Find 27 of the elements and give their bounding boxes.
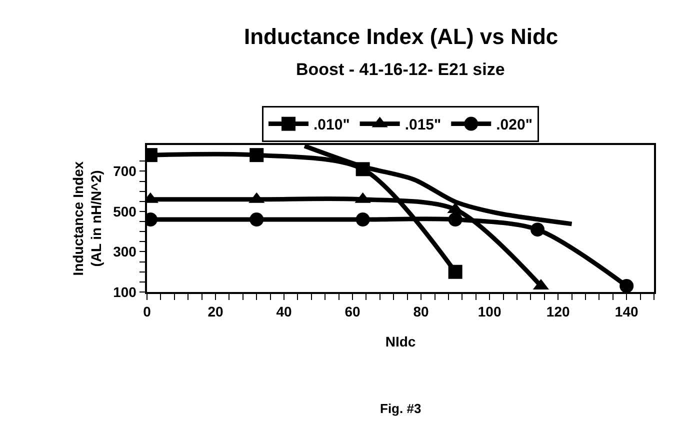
point xyxy=(250,212,264,227)
point xyxy=(250,148,264,162)
legend-label: .020" xyxy=(496,116,532,134)
legend-label: .015" xyxy=(404,116,442,134)
y-tick-label: 100 xyxy=(113,284,137,300)
x-tick-label: 20 xyxy=(208,304,224,320)
y-tick-label: 300 xyxy=(113,244,137,260)
x-tick-label: 140 xyxy=(614,304,638,320)
x-tick-label: 80 xyxy=(413,304,430,320)
point xyxy=(448,212,462,227)
x-tick-label: 120 xyxy=(546,304,570,320)
point xyxy=(356,212,370,227)
chart-title: Inductance Index (AL) vs Nidc xyxy=(244,24,558,49)
y-tick-label: 500 xyxy=(113,203,137,220)
chart-subtitle: Boost - 41-16-12- E21 size xyxy=(296,60,505,79)
x-tick-label: 100 xyxy=(478,304,502,320)
y-axis-title: Inductance Index (AL in nH/N^2) xyxy=(70,161,104,276)
x-tick-label: 60 xyxy=(344,304,361,320)
x-tick-label: 40 xyxy=(276,304,292,320)
point xyxy=(530,222,545,237)
point xyxy=(620,278,634,292)
y-tick-label: 700 xyxy=(113,163,137,180)
legend-label: .010" xyxy=(314,116,350,134)
text: Fig. #3 xyxy=(380,401,422,416)
x-axis-title: NIdc xyxy=(385,333,416,350)
point xyxy=(448,264,462,279)
x-tick-label: 0 xyxy=(143,304,152,320)
